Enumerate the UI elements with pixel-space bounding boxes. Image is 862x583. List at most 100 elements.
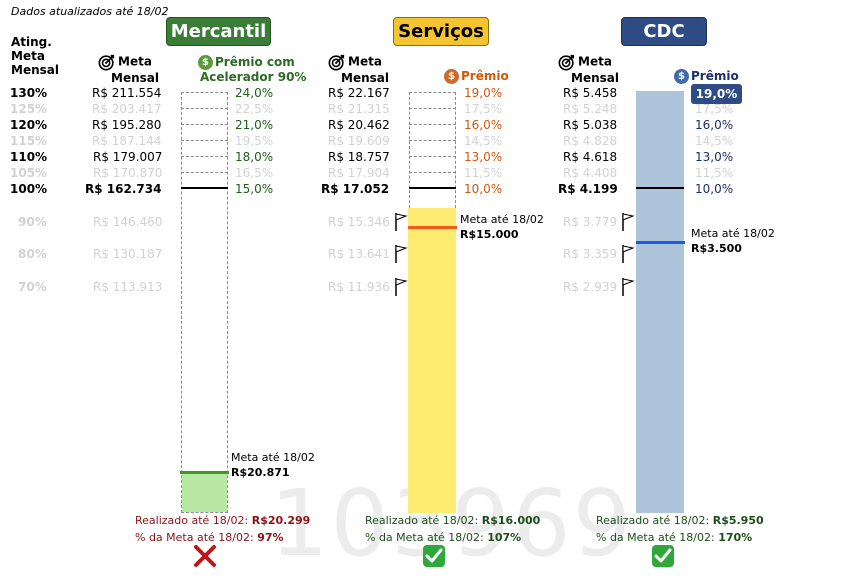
mercantil-premio-110: 18,0% [235, 150, 274, 164]
level-110: 110% [10, 150, 48, 164]
servicos-bar-overflow [409, 92, 456, 208]
mercantil-line-110 [181, 156, 228, 157]
flag-icon [622, 278, 635, 296]
target-icon [328, 54, 345, 71]
servicos-line-110 [409, 156, 456, 157]
cdc-meta-100: R$ 4.199 [558, 182, 618, 196]
mercantil-premio-115: 19,5% [235, 134, 274, 148]
servicos-tab-button[interactable]: Serviços [393, 17, 489, 46]
level-100: 100% [10, 182, 48, 196]
mercantil-meta-100: R$ 162.734 [85, 182, 162, 196]
mercantil-line-100 [181, 187, 228, 189]
cdc-meta-125: R$ 5.248 [563, 102, 618, 116]
mercantil-line-120 [181, 124, 228, 125]
level-125: 125% [10, 102, 48, 116]
target-icon [98, 54, 115, 71]
servicos-progress-fill [408, 208, 456, 513]
cdc-realizado: Realizado até 18/02: R$5.950 % da Meta a… [596, 514, 764, 544]
check-icon [423, 545, 445, 567]
servicos-realizado: Realizado até 18/02: R$16.000 % da Meta … [365, 514, 541, 544]
servicos-meta-110: R$ 18.757 [328, 150, 390, 164]
level-80: 80% [18, 247, 47, 261]
last-updated-label: Dados atualizados até 18/02 [11, 5, 169, 18]
cdc-meta-80: R$ 3.359 [563, 247, 618, 261]
servicos-meta-90: R$ 15.346 [328, 215, 390, 229]
mercantil-premio-105: 16,5% [235, 166, 274, 180]
cdc-meta-105: R$ 4.408 [563, 166, 618, 180]
cdc-meta-ate-line [636, 241, 685, 244]
mercantil-premio-120: 21,0% [235, 118, 274, 132]
servicos-line-125 [409, 108, 456, 109]
flag-icon [622, 213, 635, 231]
servicos-premio-100: 10,0% [464, 182, 503, 196]
cdc-meta-120: R$ 5.038 [563, 118, 618, 132]
mercantil-meta-70: R$ 113.913 [93, 280, 163, 294]
cdc-tab-button[interactable]: CDC [621, 17, 707, 46]
servicos-premio-105: 11,5% [464, 166, 503, 180]
cdc-meta-90: R$ 3.779 [563, 215, 618, 229]
servicos-premio-120: 16,0% [464, 118, 503, 132]
servicos-meta-120: R$ 20.462 [328, 118, 390, 132]
servicos-meta-105: R$ 17.904 [328, 166, 390, 180]
cdc-meta-ate-label: Meta até 18/02 R$3.500 [691, 227, 775, 255]
mercantil-meta-115: R$ 187.144 [92, 134, 162, 148]
servicos-meta-header: Meta Mensal [328, 53, 389, 85]
mercantil-premio-125: 22,5% [235, 102, 274, 116]
cdc-meta-130: R$ 5.458 [563, 86, 618, 100]
servicos-premio-110: 13,0% [464, 150, 503, 164]
mercantil-premio-header: $ Prêmio com Acelerador 90% [198, 55, 307, 84]
cdc-meta-115: R$ 4.828 [563, 134, 618, 148]
cdc-premio-120: 16,0% [695, 118, 734, 132]
cdc-premio-115: 14,5% [695, 134, 734, 148]
mercantil-meta-120: R$ 195.280 [92, 118, 162, 132]
mercantil-realizado: Realizado até 18/02: R$20.299 % da Meta … [135, 514, 311, 544]
mercantil-progress-bar [181, 92, 228, 513]
cdc-premio-125: 17,5% [695, 102, 734, 116]
level-130: 130% [10, 86, 48, 100]
dollar-coin-icon: $ [198, 55, 213, 70]
mercantil-line-115 [181, 140, 228, 141]
cdc-meta-70: R$ 2.939 [563, 280, 618, 294]
level-90: 90% [18, 215, 47, 229]
servicos-line-100 [409, 187, 456, 189]
cdc-premio-header: $ Prêmio [674, 69, 739, 84]
cdc-premio-105: 11,5% [695, 166, 734, 180]
target-icon [558, 54, 575, 71]
servicos-line-105 [409, 172, 456, 173]
servicos-meta-115: R$ 19.609 [328, 134, 390, 148]
mercantil-meta-80: R$ 130.187 [93, 247, 163, 261]
flag-icon [395, 245, 408, 263]
level-120: 120% [10, 118, 48, 132]
cdc-meta-110: R$ 4.618 [563, 150, 618, 164]
flag-icon [395, 213, 408, 231]
servicos-premio-125: 17,5% [464, 102, 503, 116]
cdc-line-100 [636, 187, 684, 189]
mercantil-meta-130: R$ 211.554 [92, 86, 162, 100]
servicos-meta-ate-line [408, 226, 457, 229]
servicos-line-120 [409, 124, 456, 125]
servicos-premio-130: 19,0% [464, 86, 503, 100]
servicos-meta-70: R$ 11.936 [328, 280, 390, 294]
servicos-meta-80: R$ 13.641 [328, 247, 390, 261]
flag-icon [622, 245, 635, 263]
mercantil-tab-button[interactable]: Mercantil [166, 17, 271, 46]
level-115: 115% [10, 134, 48, 148]
servicos-line-115 [409, 140, 456, 141]
dollar-coin-icon: $ [444, 69, 459, 84]
dollar-coin-icon: $ [674, 69, 689, 84]
mercantil-meta-header: Meta Mensal [98, 53, 159, 85]
mercantil-line-105 [181, 172, 228, 173]
mercantil-meta-125: R$ 203.417 [92, 102, 162, 116]
cdc-premio-130-badge: 19,0% [691, 84, 742, 104]
mercantil-meta-ate-label: Meta até 18/02 R$20.871 [231, 451, 315, 479]
level-105: 105% [10, 166, 48, 180]
ating-meta-header: Ating. Meta Mensal [11, 35, 59, 77]
servicos-meta-130: R$ 22.167 [328, 86, 390, 100]
servicos-meta-100: R$ 17.052 [321, 182, 390, 196]
mercantil-premio-130: 24,0% [235, 86, 274, 100]
servicos-premio-115: 14,5% [464, 134, 503, 148]
cross-icon [194, 545, 216, 567]
check-icon [652, 545, 674, 567]
cdc-premio-100: 10,0% [695, 182, 734, 196]
cdc-premio-110: 13,0% [695, 150, 734, 164]
